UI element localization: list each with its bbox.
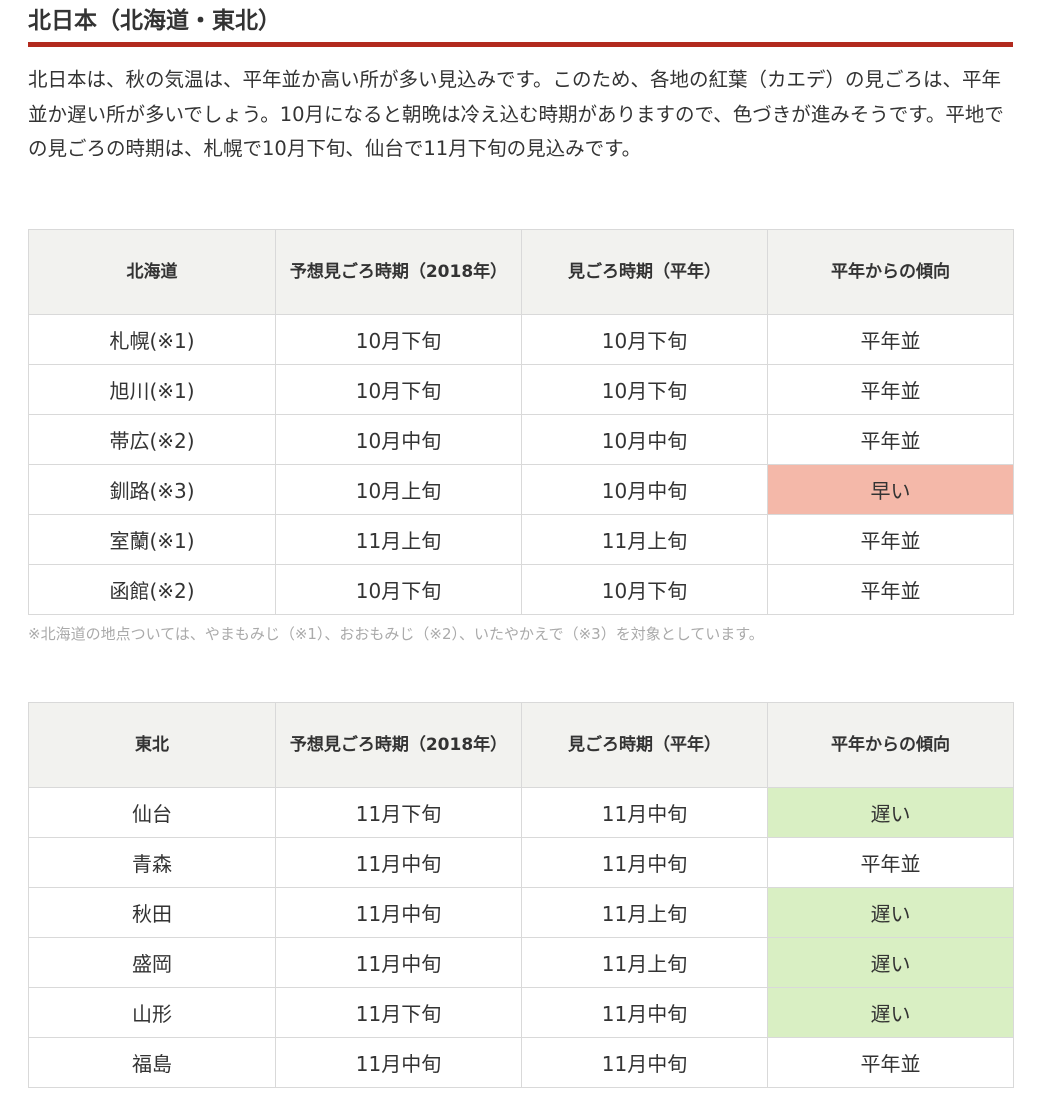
forecast-cell: 10月下旬 (275, 564, 522, 615)
place-cell: 旭川(※1) (28, 364, 276, 415)
table-row: 帯広(※2) 10月中旬 10月中旬 平年並 (28, 414, 1014, 465)
intro-paragraph: 北日本は、秋の気温は、平年並か高い所が多い見込みです。このため、各地の紅葉（カエ… (28, 68, 1004, 160)
table-row: 函館(※2) 10月下旬 10月下旬 平年並 (28, 564, 1014, 615)
normal-cell: 11月中旬 (521, 1037, 768, 1088)
forecast-cell: 10月中旬 (275, 414, 522, 465)
trend-cell: 遅い (767, 887, 1014, 938)
table-row: 福島 11月中旬 11月中旬 平年並 (28, 1037, 1014, 1088)
trend-cell: 平年並 (767, 564, 1014, 615)
forecast-cell: 10月下旬 (275, 314, 522, 365)
table-row: 盛岡 11月中旬 11月上旬 遅い (28, 937, 1014, 988)
place-cell: 青森 (28, 837, 276, 888)
hokkaido-table: 北海道 予想見ごろ時期（2018年） 見ごろ時期（平年） 平年からの傾向 札幌(… (28, 229, 1014, 615)
header-normal: 見ごろ時期（平年） (521, 229, 768, 315)
normal-cell: 10月中旬 (521, 414, 768, 465)
trend-cell: 遅い (767, 937, 1014, 988)
header-forecast: 予想見ごろ時期（2018年） (275, 229, 522, 315)
normal-cell: 10月下旬 (521, 314, 768, 365)
normal-cell: 10月中旬 (521, 464, 768, 515)
trend-cell: 平年並 (767, 837, 1014, 888)
normal-cell: 10月下旬 (521, 564, 768, 615)
header-trend: 平年からの傾向 (767, 229, 1014, 315)
place-cell: 秋田 (28, 887, 276, 938)
table-row: 釧路(※3) 10月上旬 10月中旬 早い (28, 464, 1014, 515)
table-row: 山形 11月下旬 11月中旬 遅い (28, 987, 1014, 1038)
trend-cell: 平年並 (767, 1037, 1014, 1088)
table-header-row: 北海道 予想見ごろ時期（2018年） 見ごろ時期（平年） 平年からの傾向 (28, 229, 1014, 315)
trend-cell: 平年並 (767, 514, 1014, 565)
forecast-cell: 11月中旬 (275, 1037, 522, 1088)
table-row: 室蘭(※1) 11月上旬 11月上旬 平年並 (28, 514, 1014, 565)
header-forecast: 予想見ごろ時期（2018年） (275, 702, 522, 788)
forecast-cell: 11月中旬 (275, 937, 522, 988)
hokkaido-footnote: ※北海道の地点ついては、やまもみじ（※1）、おおもみじ（※2）、いたやかえで（※… (28, 625, 764, 643)
tohoku-table: 東北 予想見ごろ時期（2018年） 見ごろ時期（平年） 平年からの傾向 仙台 1… (28, 702, 1014, 1088)
section-title: 北日本（北海道・東北） (28, 8, 281, 34)
forecast-cell: 10月上旬 (275, 464, 522, 515)
trend-cell: 平年並 (767, 364, 1014, 415)
header-region: 東北 (28, 702, 276, 788)
normal-cell: 10月下旬 (521, 364, 768, 415)
trend-cell: 平年並 (767, 314, 1014, 365)
place-cell: 仙台 (28, 787, 276, 838)
forecast-cell: 10月下旬 (275, 364, 522, 415)
normal-cell: 11月上旬 (521, 887, 768, 938)
normal-cell: 11月上旬 (521, 937, 768, 988)
place-cell: 帯広(※2) (28, 414, 276, 465)
normal-cell: 11月中旬 (521, 837, 768, 888)
place-cell: 盛岡 (28, 937, 276, 988)
table-row: 札幌(※1) 10月下旬 10月下旬 平年並 (28, 314, 1014, 365)
place-cell: 札幌(※1) (28, 314, 276, 365)
place-cell: 室蘭(※1) (28, 514, 276, 565)
header-trend: 平年からの傾向 (767, 702, 1014, 788)
table-row: 青森 11月中旬 11月中旬 平年並 (28, 837, 1014, 888)
table-row: 仙台 11月下旬 11月中旬 遅い (28, 787, 1014, 838)
place-cell: 山形 (28, 987, 276, 1038)
trend-cell: 早い (767, 464, 1014, 515)
table-row: 旭川(※1) 10月下旬 10月下旬 平年並 (28, 364, 1014, 415)
header-normal: 見ごろ時期（平年） (521, 702, 768, 788)
forecast-cell: 11月上旬 (275, 514, 522, 565)
forecast-cell: 11月下旬 (275, 987, 522, 1038)
place-cell: 釧路(※3) (28, 464, 276, 515)
forecast-cell: 11月下旬 (275, 787, 522, 838)
normal-cell: 11月上旬 (521, 514, 768, 565)
header-region: 北海道 (28, 229, 276, 315)
place-cell: 函館(※2) (28, 564, 276, 615)
normal-cell: 11月中旬 (521, 787, 768, 838)
normal-cell: 11月中旬 (521, 987, 768, 1038)
title-underline (28, 42, 1013, 47)
trend-cell: 平年並 (767, 414, 1014, 465)
table-header-row: 東北 予想見ごろ時期（2018年） 見ごろ時期（平年） 平年からの傾向 (28, 702, 1014, 788)
trend-cell: 遅い (767, 787, 1014, 838)
forecast-cell: 11月中旬 (275, 837, 522, 888)
place-cell: 福島 (28, 1037, 276, 1088)
forecast-cell: 11月中旬 (275, 887, 522, 938)
table-row: 秋田 11月中旬 11月上旬 遅い (28, 887, 1014, 938)
trend-cell: 遅い (767, 987, 1014, 1038)
